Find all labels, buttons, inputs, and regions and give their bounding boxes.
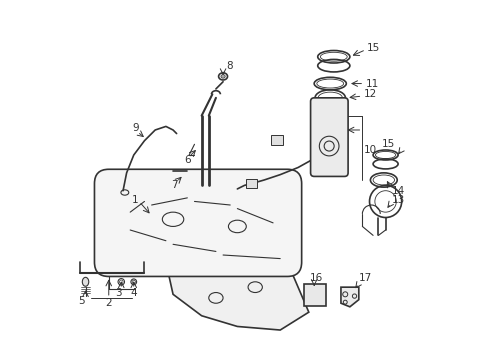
Text: 2: 2: [105, 298, 112, 308]
Text: 15: 15: [366, 43, 380, 53]
Text: 10: 10: [364, 145, 377, 155]
FancyBboxPatch shape: [245, 179, 257, 188]
FancyBboxPatch shape: [270, 135, 282, 145]
Text: 8: 8: [226, 61, 233, 71]
Text: 1: 1: [132, 195, 138, 204]
Text: 7: 7: [171, 180, 178, 190]
FancyBboxPatch shape: [303, 284, 325, 306]
Text: 13: 13: [391, 195, 404, 204]
Ellipse shape: [221, 75, 225, 78]
Polygon shape: [165, 262, 308, 330]
Ellipse shape: [82, 277, 88, 286]
Text: 5: 5: [79, 296, 85, 306]
Text: 17: 17: [358, 273, 371, 283]
Text: 3: 3: [115, 288, 122, 298]
Text: 6: 6: [183, 156, 190, 165]
Polygon shape: [340, 287, 358, 307]
FancyBboxPatch shape: [94, 169, 301, 276]
Text: 14: 14: [391, 186, 404, 197]
Text: 4: 4: [130, 288, 137, 298]
Text: 11: 11: [365, 78, 378, 89]
Text: 9: 9: [132, 123, 138, 133]
Text: 16: 16: [309, 273, 323, 283]
FancyBboxPatch shape: [310, 98, 347, 176]
Text: 12: 12: [364, 89, 377, 99]
Text: 15: 15: [381, 139, 394, 149]
